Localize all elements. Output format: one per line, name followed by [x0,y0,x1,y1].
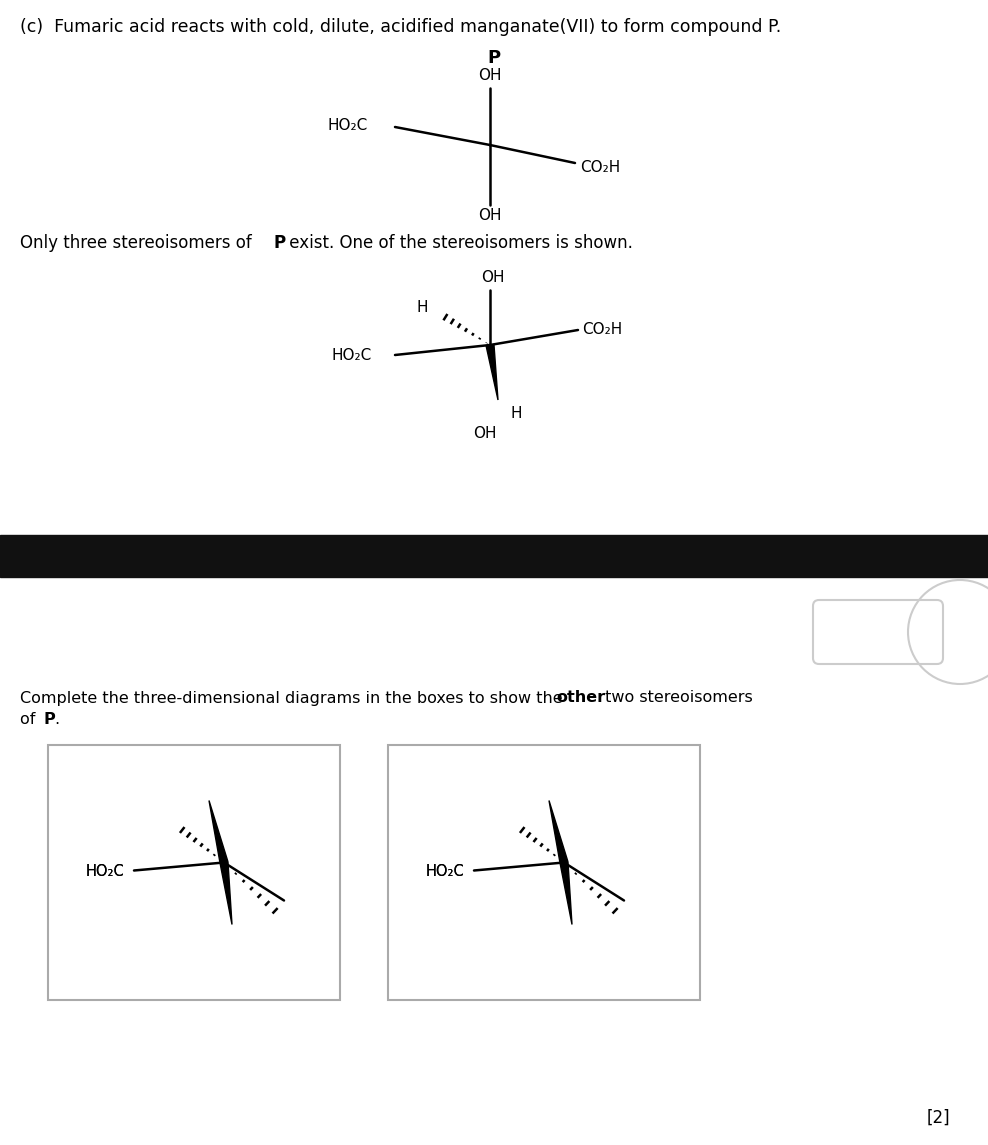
Text: HO₂C: HO₂C [85,864,124,879]
Text: CO₂H: CO₂H [580,159,620,174]
Polygon shape [220,862,232,924]
Text: [2]: [2] [927,1110,950,1127]
Text: OH: OH [473,426,497,441]
Text: HO₂C: HO₂C [332,348,372,363]
Polygon shape [549,800,568,863]
Text: two stereoisomers: two stereoisomers [600,690,753,705]
Polygon shape [560,862,572,924]
Text: P: P [43,712,54,727]
Polygon shape [209,800,228,863]
Text: (c)  Fumaric acid reacts with cold, dilute, acidified manganate(VII) to form com: (c) Fumaric acid reacts with cold, dilut… [20,18,782,35]
Bar [48,745,340,1000]
Text: Complete the three-dimensional diagrams in the boxes to show the: Complete the three-dimensional diagrams … [20,690,568,705]
Text: exist. One of the stereoisomers is shown.: exist. One of the stereoisomers is shown… [284,234,633,252]
Text: CO₂H: CO₂H [582,322,622,337]
Text: other: other [556,690,605,705]
Text: HO₂C: HO₂C [425,864,464,879]
Text: HO₂C: HO₂C [425,864,464,879]
Text: P: P [487,49,501,68]
Text: H: H [417,300,428,315]
Text: OH: OH [478,69,502,84]
Text: OH: OH [478,208,502,223]
Text: of: of [20,712,41,727]
Text: HO₂C: HO₂C [328,118,368,133]
Text: P: P [273,234,286,252]
Text: 6 / 10: 6 / 10 [844,619,912,643]
FancyBboxPatch shape [813,600,943,664]
Bar [388,745,700,1000]
Text: .: . [54,712,59,727]
Polygon shape [486,345,498,400]
Text: OH: OH [481,270,505,285]
Text: Only three stereoisomers of: Only three stereoisomers of [20,234,257,252]
Text: HO₂C: HO₂C [85,864,124,879]
Text: H: H [510,405,522,420]
Bar [0,535,988,577]
